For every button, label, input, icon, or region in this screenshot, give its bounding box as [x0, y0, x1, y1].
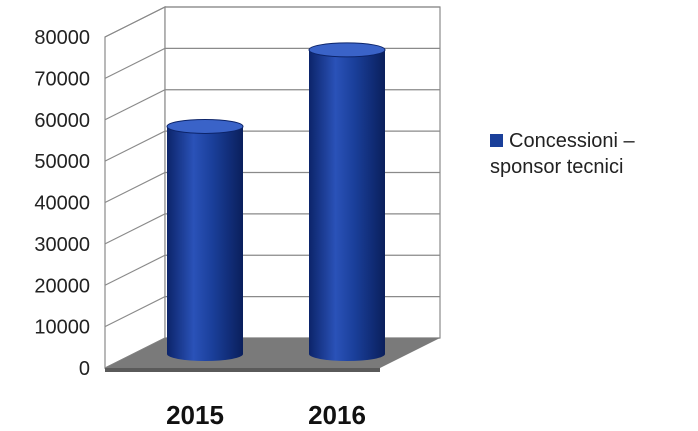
y-tick-label: 20000	[34, 275, 90, 297]
x-axis-labels: 2015 2016	[166, 400, 366, 430]
bar-body	[167, 126, 243, 361]
chart-walls	[104, 6, 441, 369]
bar-top	[166, 118, 244, 134]
y-tick-label: 70000	[34, 68, 90, 90]
x-tick-label: 2015	[166, 400, 224, 430]
bar-2016	[308, 42, 386, 362]
y-tick-label: 60000	[34, 110, 90, 132]
floor-edge	[105, 368, 380, 372]
bars	[166, 42, 386, 362]
y-tick-label: 80000	[34, 27, 90, 49]
y-tick-label: 50000	[34, 151, 90, 173]
legend: Concessioni – sponsor tecnici	[490, 128, 695, 180]
chart-floor	[105, 338, 440, 372]
legend-label: Concessioni – sponsor tecnici	[490, 130, 635, 178]
legend-swatch	[490, 134, 503, 147]
y-tick-label: 40000	[34, 193, 90, 215]
y-axis-ticks: 0 10000 20000 30000 40000 50000 60000 70000 8000…	[34, 27, 90, 380]
bar-body	[309, 49, 385, 362]
y-tick-label: 10000	[34, 317, 90, 339]
y-tick-label: 0	[79, 358, 90, 380]
bar-2015	[166, 118, 244, 361]
bar-top	[308, 42, 386, 58]
x-tick-label: 2016	[308, 400, 366, 430]
gridline	[104, 6, 440, 38]
y-tick-label: 30000	[34, 234, 90, 256]
